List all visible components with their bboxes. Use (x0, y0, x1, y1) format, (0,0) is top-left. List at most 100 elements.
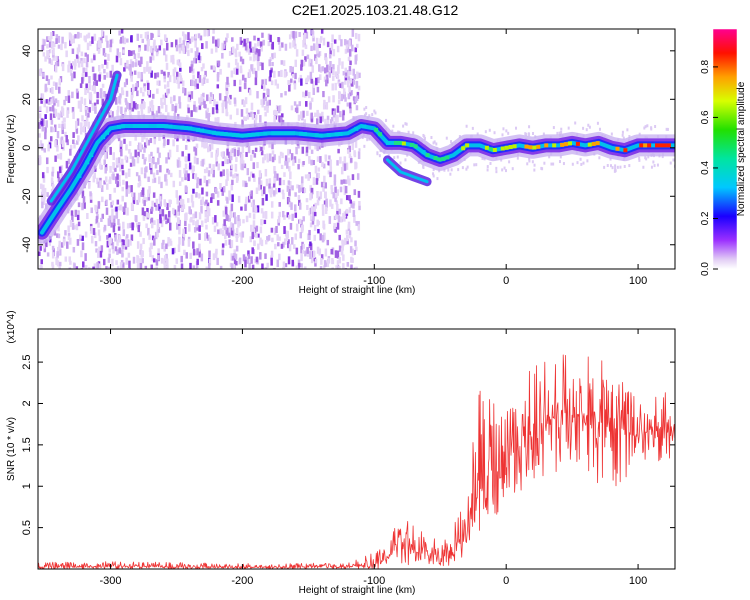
noise-speck (95, 80, 99, 86)
noise-speck (194, 173, 197, 179)
noise-speck (148, 234, 151, 240)
noise-speck (486, 165, 489, 169)
noise-speck (582, 161, 585, 165)
noise-speck (623, 164, 626, 168)
noise-speck (208, 178, 211, 184)
noise-speck (81, 235, 84, 241)
noise-speck (134, 86, 138, 92)
noise-speck (260, 219, 263, 226)
noise-speck (130, 96, 134, 103)
noise-speck (334, 71, 338, 78)
noise-speck (210, 143, 214, 150)
noise-speck (190, 64, 194, 72)
ridge-peak (287, 131, 292, 136)
noise-speck (177, 244, 181, 253)
noise-speck (330, 185, 333, 190)
noise-speck (44, 114, 47, 120)
noise-speck (104, 167, 107, 174)
noise-speck (193, 146, 196, 152)
noise-speck (150, 45, 153, 53)
noise-speck (93, 33, 97, 41)
noise-speck (112, 225, 116, 233)
noise-speck (92, 175, 96, 183)
noise-speck (228, 100, 232, 105)
noise-speck (90, 226, 93, 234)
noise-speck (126, 223, 130, 229)
noise-speck (309, 215, 313, 222)
page-title: C2E1.2025.103.21.48.G12 (291, 2, 459, 18)
noise-speck (661, 155, 664, 159)
noise-speck (178, 37, 182, 44)
noise-speck (252, 46, 255, 54)
noise-speck (203, 175, 207, 183)
noise-speck (142, 100, 145, 108)
noise-speck (263, 267, 266, 269)
noise-speck (326, 118, 330, 127)
noise-speck (230, 164, 234, 169)
noise-speck (318, 248, 322, 256)
noise-speck (52, 184, 55, 192)
noise-speck (96, 99, 99, 105)
noise-speck (275, 225, 278, 233)
noise-speck (301, 146, 305, 154)
noise-speck (57, 112, 60, 119)
noise-speck (322, 163, 326, 169)
noise-speck (187, 32, 190, 41)
noise-speck (136, 222, 139, 228)
noise-speck (317, 172, 320, 179)
noise-speck (332, 49, 336, 57)
noise-speck (89, 98, 92, 105)
noise-speck (263, 106, 267, 111)
noise-speck (225, 179, 228, 187)
noise-speck (342, 110, 345, 116)
ridge-peak (488, 147, 493, 152)
noise-speck (338, 81, 341, 87)
noise-speck (331, 257, 334, 265)
noise-speck (344, 185, 348, 194)
noise-speck (316, 190, 319, 199)
noise-speck (167, 71, 170, 78)
noise-speck (217, 117, 220, 123)
noise-speck (173, 76, 176, 84)
noise-speck (212, 169, 215, 178)
noise-speck (302, 91, 305, 98)
noise-speck (320, 29, 324, 34)
noise-speck (230, 155, 233, 161)
noise-speck (167, 210, 171, 218)
noise-speck (221, 161, 225, 167)
noise-speck (140, 167, 144, 175)
noise-speck (254, 114, 258, 120)
noise-speck (247, 112, 251, 118)
noise-speck (628, 164, 631, 168)
noise-speck (277, 37, 280, 43)
noise-speck (90, 207, 94, 214)
noise-speck (181, 151, 184, 157)
noise-speck (391, 129, 394, 133)
noise-speck (235, 260, 238, 266)
noise-speck (156, 88, 159, 94)
noise-speck (305, 198, 309, 203)
noise-speck (254, 205, 257, 212)
noise-speck (77, 44, 81, 53)
noise-speck (39, 183, 43, 189)
noise-speck (241, 154, 244, 161)
noise-speck (41, 172, 45, 179)
noise-speck (324, 191, 327, 199)
noise-speck (236, 108, 239, 116)
ridge-peak (314, 133, 319, 138)
noise-speck (137, 71, 140, 79)
noise-speck (344, 237, 347, 246)
ridge-peak (524, 144, 529, 149)
noise-speck (533, 168, 536, 172)
noise-speck (313, 211, 317, 217)
noise-speck (134, 149, 137, 158)
noise-speck (184, 156, 188, 163)
noise-speck (211, 107, 215, 115)
noise-speck (358, 201, 361, 206)
noise-speck (109, 44, 112, 53)
noise-speck (245, 196, 248, 202)
noise-speck (72, 132, 75, 138)
noise-speck (325, 198, 328, 207)
noise-speck (287, 148, 290, 156)
y-tick-label: 20 (21, 93, 33, 105)
